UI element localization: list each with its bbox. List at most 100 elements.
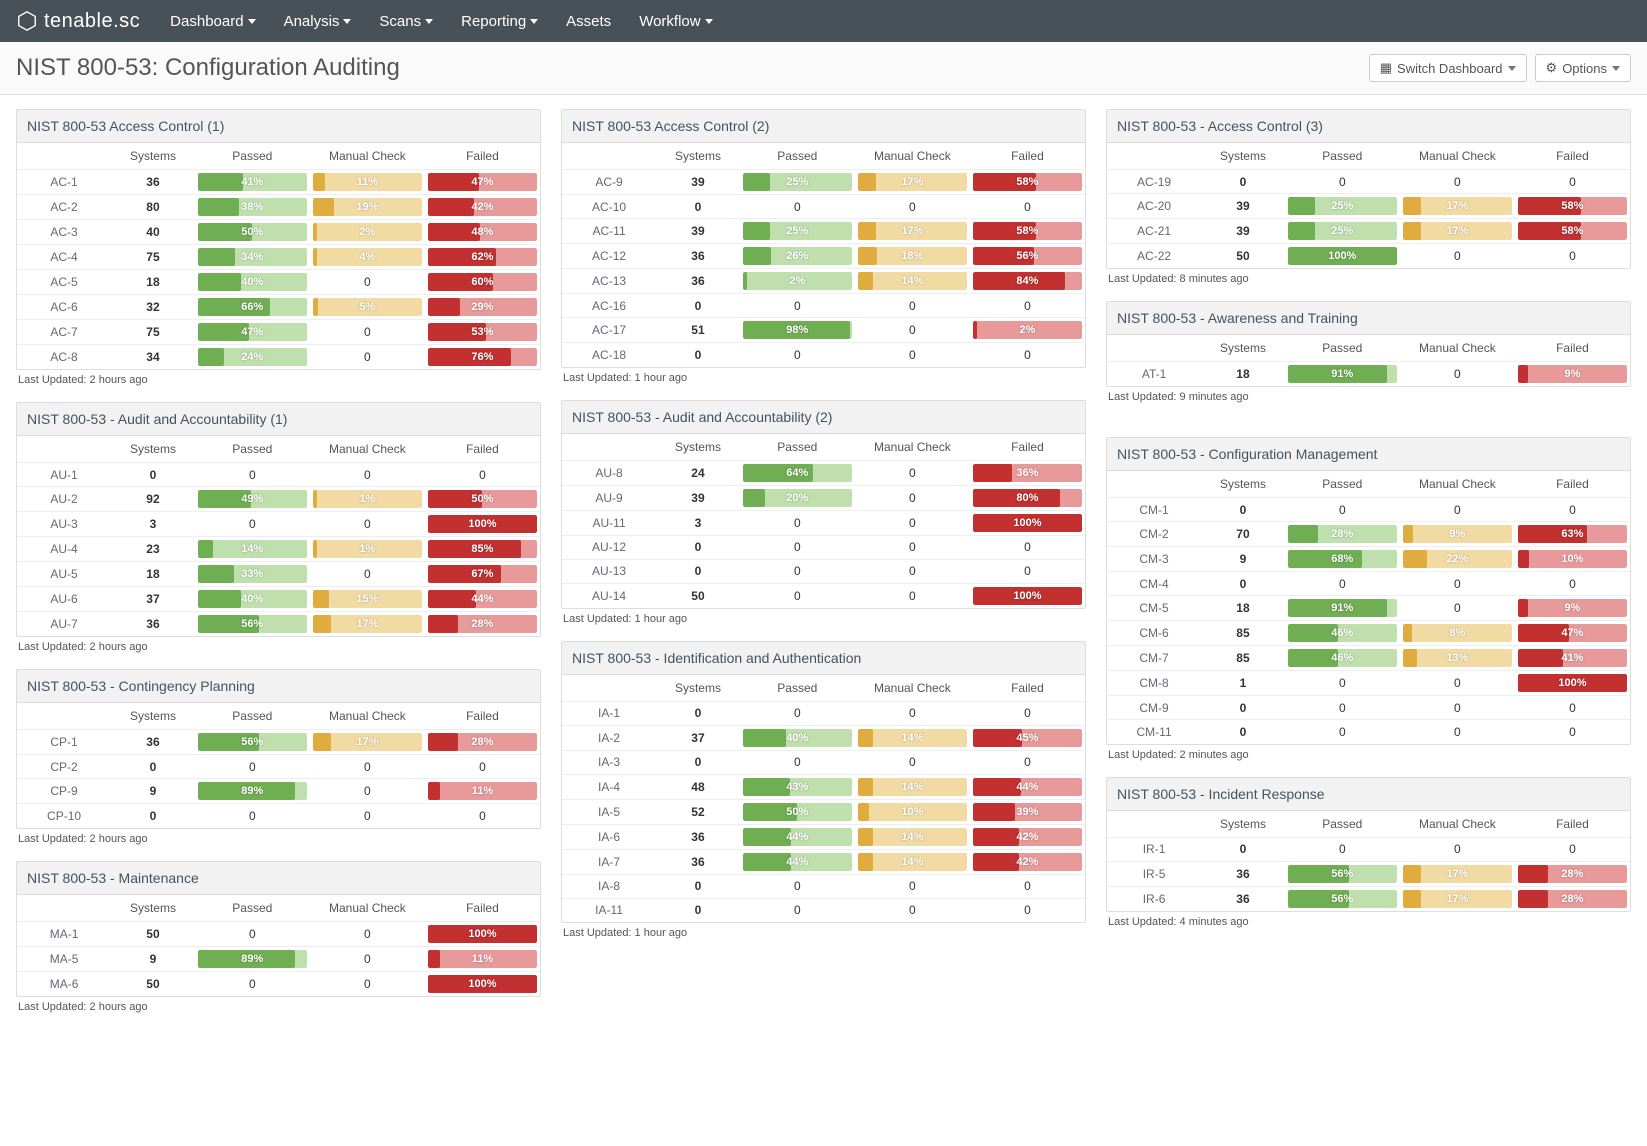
progress-bar: 47%	[1518, 624, 1627, 642]
table-row[interactable]: CM-68546%8%47%	[1107, 621, 1630, 646]
table-row[interactable]: CM-90000	[1107, 696, 1630, 720]
nav-dashboard[interactable]: Dashboard	[170, 13, 255, 30]
table-row[interactable]: MA-15000100%	[17, 921, 540, 946]
control-id: AC-17	[562, 318, 656, 343]
table-row[interactable]: CM-40000	[1107, 572, 1630, 596]
table-row[interactable]: IA-80000	[562, 874, 1085, 898]
table-row[interactable]: AU-10000	[17, 463, 540, 487]
table-row[interactable]: MA-5989%011%	[17, 946, 540, 971]
table-row[interactable]: IA-44843%14%44%	[562, 774, 1085, 799]
table-row[interactable]: AC-34050%2%48%	[17, 220, 540, 245]
options-button[interactable]: ⚙ Options	[1535, 54, 1631, 82]
table-row[interactable]: IR-53656%17%28%	[1107, 861, 1630, 886]
table-row[interactable]: IR-10000	[1107, 837, 1630, 861]
table-row[interactable]: IA-63644%14%42%	[562, 824, 1085, 849]
systems-count: 18	[111, 270, 195, 295]
nav-analysis[interactable]: Analysis	[284, 13, 352, 30]
table-row[interactable]: AU-120000	[562, 535, 1085, 559]
table-row[interactable]: AC-13362%14%84%	[562, 269, 1085, 294]
table-row[interactable]: IA-23740%14%45%	[562, 725, 1085, 750]
table-row[interactable]: AC-13641%11%47%	[17, 170, 540, 195]
table-row[interactable]: IA-55250%10%39%	[562, 799, 1085, 824]
compliance-table: SystemsPassedManual CheckFailedCM-10000C…	[1107, 471, 1630, 744]
table-row[interactable]: AU-82464%036%	[562, 460, 1085, 485]
table-row[interactable]: AC-100000	[562, 195, 1085, 219]
table-row[interactable]: CM-51891%09%	[1107, 596, 1630, 621]
table-row[interactable]: AU-130000	[562, 559, 1085, 583]
systems-count: 18	[111, 562, 195, 587]
panel-title[interactable]: NIST 800-53 - Incident Response	[1107, 778, 1630, 811]
nav-workflow[interactable]: Workflow	[639, 13, 712, 30]
table-row[interactable]: CP-13656%17%28%	[17, 730, 540, 755]
table-row[interactable]: AU-42314%1%85%	[17, 537, 540, 562]
control-id: MA-1	[17, 921, 111, 946]
nav-assets[interactable]: Assets	[566, 13, 611, 30]
table-row[interactable]: CM-3968%22%10%	[1107, 547, 1630, 572]
table-row[interactable]: AC-113925%17%58%	[562, 219, 1085, 244]
table-row[interactable]: IR-63656%17%28%	[1107, 886, 1630, 911]
control-id: AU-1	[17, 463, 111, 487]
table-row[interactable]: IA-10000	[562, 701, 1085, 725]
panel-title[interactable]: NIST 800-53 Access Control (2)	[562, 110, 1085, 143]
brand[interactable]: tenable.sc	[16, 10, 140, 33]
panel-title[interactable]: NIST 800-53 - Awareness and Training	[1107, 302, 1630, 335]
control-id: IR-6	[1107, 886, 1201, 911]
table-row[interactable]: AT-11891%09%	[1107, 362, 1630, 387]
grid-icon: ▦	[1380, 60, 1392, 76]
panel-title[interactable]: NIST 800-53 - Audit and Accountability (…	[17, 403, 540, 436]
panel-title[interactable]: NIST 800-53 - Contingency Planning	[17, 670, 540, 703]
control-id: AU-3	[17, 512, 111, 537]
panel-title[interactable]: NIST 800-53 - Audit and Accountability (…	[562, 401, 1085, 434]
table-row[interactable]: IA-30000	[562, 750, 1085, 774]
table-row[interactable]: IA-73644%14%42%	[562, 849, 1085, 874]
table-row[interactable]: AC-77547%053%	[17, 320, 540, 345]
table-row[interactable]: AC-123626%18%56%	[562, 244, 1085, 269]
table-row[interactable]: CP-100000	[17, 804, 540, 828]
control-id: CP-1	[17, 730, 111, 755]
table-row[interactable]: AU-29249%1%50%	[17, 487, 540, 512]
table-row[interactable]: CM-110000	[1107, 720, 1630, 744]
table-row[interactable]: AC-83424%076%	[17, 345, 540, 370]
table-row[interactable]: AC-190000	[1107, 170, 1630, 194]
panel-title[interactable]: NIST 800-53 - Configuration Management	[1107, 438, 1630, 471]
control-id: AT-1	[1107, 362, 1201, 387]
table-row[interactable]: AU-63740%15%44%	[17, 587, 540, 612]
table-row[interactable]: AC-51840%060%	[17, 270, 540, 295]
systems-count: 0	[1201, 498, 1285, 522]
panel-title[interactable]: NIST 800-53 - Maintenance	[17, 862, 540, 895]
table-row[interactable]: CM-10000	[1107, 498, 1630, 522]
systems-count: 48	[656, 774, 740, 799]
table-row[interactable]: AC-47534%4%62%	[17, 245, 540, 270]
table-row[interactable]: AC-203925%17%58%	[1107, 194, 1630, 219]
nav-scans[interactable]: Scans	[379, 13, 433, 30]
table-row[interactable]: AC-160000	[562, 294, 1085, 318]
table-row[interactable]: IA-110000	[562, 898, 1085, 922]
table-row[interactable]: CM-27028%9%63%	[1107, 522, 1630, 547]
table-row[interactable]: AC-2250100%00	[1107, 244, 1630, 269]
table-row[interactable]: AU-93920%080%	[562, 485, 1085, 510]
panel-title[interactable]: NIST 800-53 - Identification and Authent…	[562, 642, 1085, 675]
table-row[interactable]: AC-63266%5%29%	[17, 295, 540, 320]
panel-title[interactable]: NIST 800-53 Access Control (1)	[17, 110, 540, 143]
progress-bar: 60%	[428, 273, 537, 291]
table-row[interactable]: AU-73656%17%28%	[17, 612, 540, 637]
table-row[interactable]: MA-65000100%	[17, 971, 540, 996]
table-row[interactable]: CP-20000	[17, 755, 540, 779]
table-row[interactable]: AU-11300100%	[562, 510, 1085, 535]
table-row[interactable]: AU-51833%067%	[17, 562, 540, 587]
nav-reporting[interactable]: Reporting	[461, 13, 538, 30]
table-row[interactable]: AC-180000	[562, 343, 1085, 367]
systems-count: 50	[1201, 244, 1285, 269]
panel-title[interactable]: NIST 800-53 - Access Control (3)	[1107, 110, 1630, 143]
table-row[interactable]: CP-9989%011%	[17, 779, 540, 804]
table-row[interactable]: CM-78546%13%41%	[1107, 646, 1630, 671]
table-row[interactable]: AC-28038%19%42%	[17, 195, 540, 220]
table-row[interactable]: AU-3300100%	[17, 512, 540, 537]
table-row[interactable]: AC-213925%17%58%	[1107, 219, 1630, 244]
table-row[interactable]: AC-93925%17%58%	[562, 170, 1085, 195]
col-header: Failed	[970, 143, 1085, 170]
table-row[interactable]: CM-8100100%	[1107, 671, 1630, 696]
switch-dashboard-button[interactable]: ▦ Switch Dashboard	[1369, 54, 1527, 82]
table-row[interactable]: AU-145000100%	[562, 583, 1085, 608]
table-row[interactable]: AC-175198%02%	[562, 318, 1085, 343]
